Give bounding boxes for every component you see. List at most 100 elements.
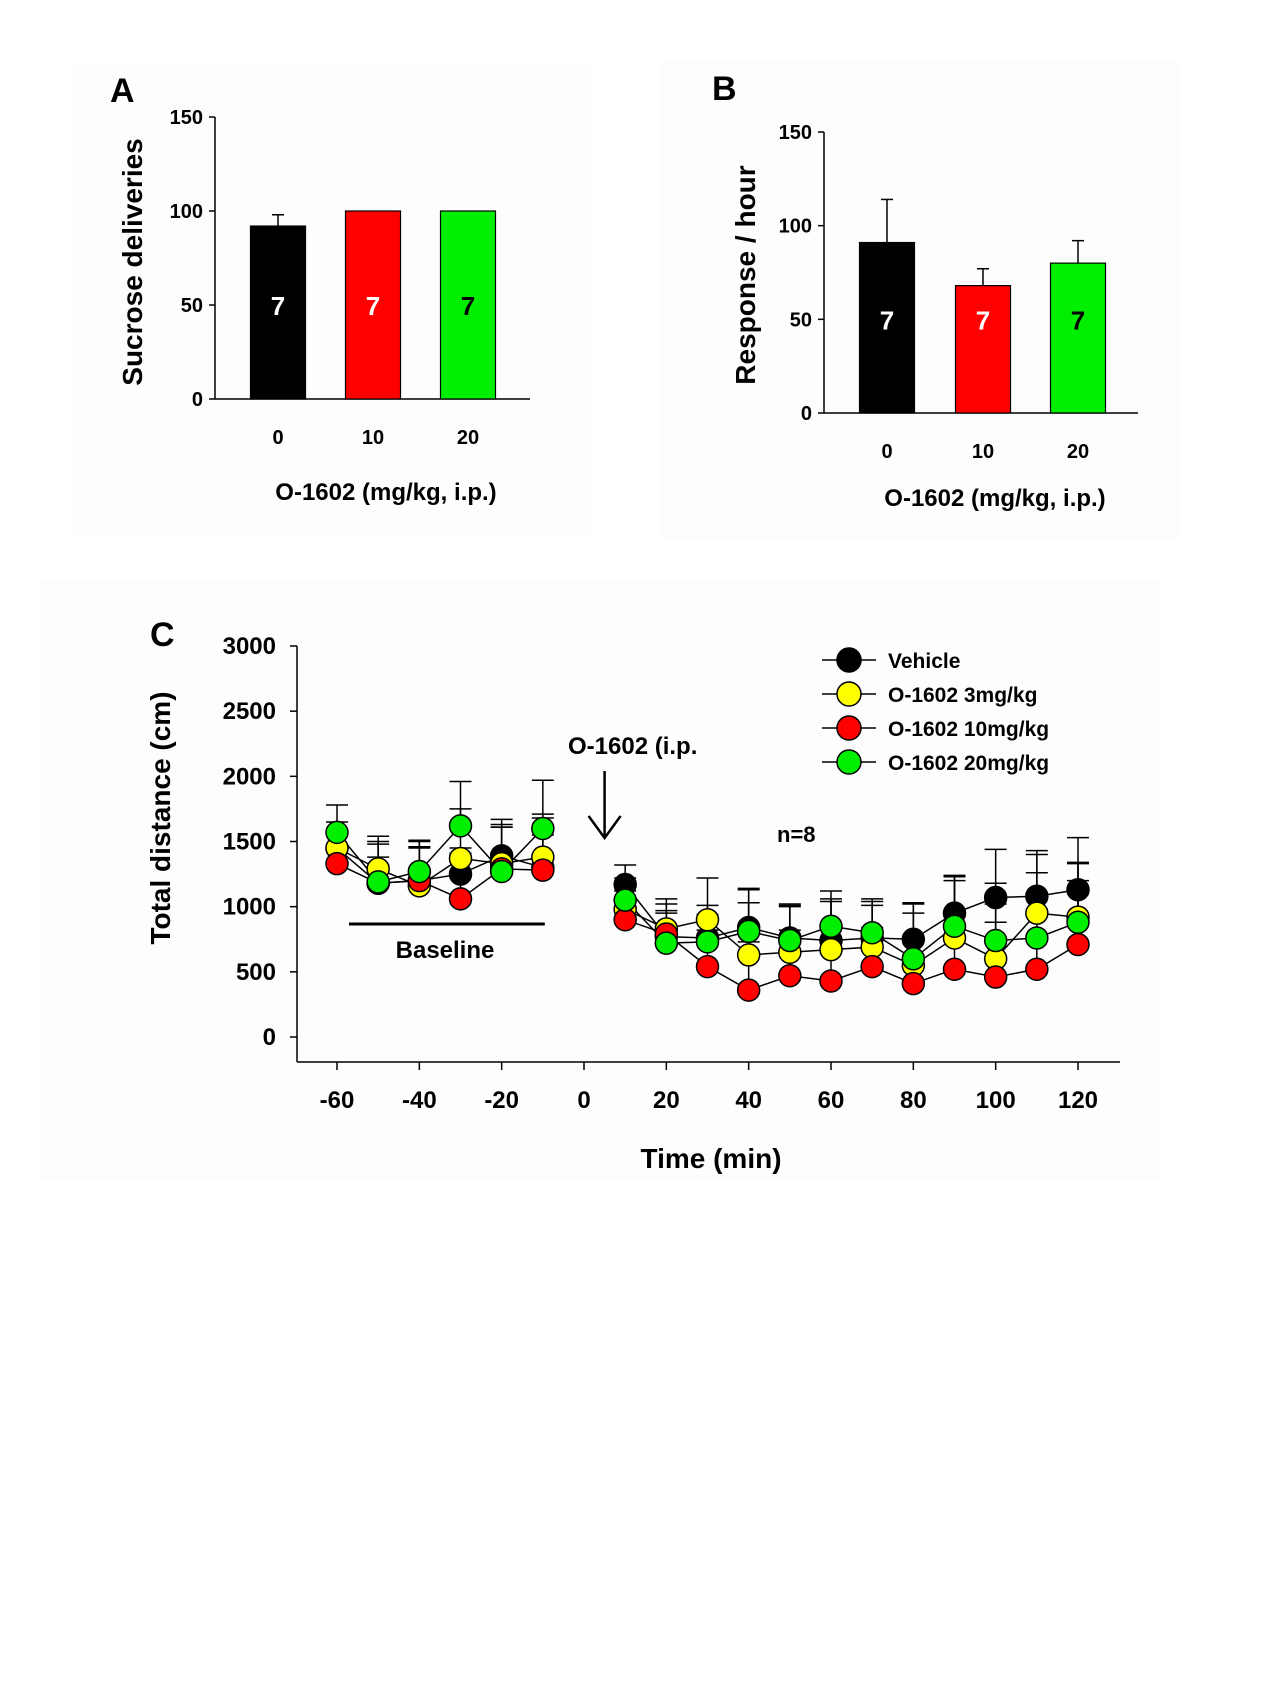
panel-a-y-tick-label: 150	[170, 107, 203, 129]
data-point	[736, 919, 761, 944]
panel-a-bar-label: 7	[271, 291, 285, 321]
panel-c-xlabel: Time (min)	[640, 1143, 781, 1174]
panel-a-x-tick-label: 0	[272, 427, 283, 449]
panel-c-x-tick-label: 60	[818, 1087, 845, 1114]
data-point	[325, 851, 349, 876]
panel-a-bar-label: 7	[461, 291, 475, 321]
panel-b-bar	[858, 241, 916, 414]
panel-label-b: B	[712, 70, 737, 108]
panel-c-x-tick-label: 40	[735, 1087, 762, 1114]
panel-b-bar	[954, 285, 1012, 414]
panel-c-y-tick-label: 0	[263, 1024, 276, 1051]
panel-b-ylabel: Response / hour	[730, 165, 761, 384]
panel-c-x-tick-label: 120	[1058, 1087, 1098, 1114]
data-point	[860, 954, 884, 979]
panel-c-legend: Vehicle O-1602 3mg/kg O-1602 10mg/kg O-1602…	[822, 647, 1049, 775]
series-line	[624, 884, 1079, 942]
data-point	[695, 954, 720, 979]
legend-label: O-1602 3mg/kg	[888, 684, 1037, 707]
panel-b-bar-label: 7	[1071, 305, 1085, 335]
panel-c-x-tick-label: 0	[577, 1087, 590, 1114]
panel-a-bar-label: 7	[366, 291, 380, 321]
panel-label-c: C	[150, 616, 175, 654]
panel-a-y-tick-label: 0	[192, 389, 203, 411]
series-line	[624, 918, 1079, 991]
data-point	[613, 907, 637, 932]
data-point	[695, 930, 720, 954]
panel-c-y-tick-label: 500	[236, 959, 276, 986]
injection-arrow-head	[587, 815, 622, 841]
baseline-annotation: Baseline	[396, 937, 495, 964]
series-line	[624, 899, 1079, 960]
panel-b-bar-label: 7	[880, 305, 894, 335]
panel-b-y-tick-label: 100	[779, 216, 812, 238]
panel-label-a: A	[110, 72, 135, 110]
panel-b-x-tick-label: 0	[881, 441, 892, 463]
data-point	[942, 914, 967, 938]
injection-annotation: O-1602 (i.p.	[568, 733, 697, 760]
data-point	[901, 971, 926, 996]
panel-a-xlabel: O-1602 (mg/kg, i.p.)	[275, 479, 496, 506]
legend-marker	[836, 681, 862, 707]
panel-c-x-tick-label: -40	[402, 1087, 437, 1114]
panel-b-y-tick-label: 150	[779, 122, 812, 144]
data-point	[1066, 877, 1090, 902]
panel-c-y-tick-label: 1000	[223, 894, 276, 921]
data-point	[654, 931, 679, 955]
data-point	[901, 947, 926, 971]
panel-b-y-tick-label: 0	[801, 403, 812, 425]
data-point	[778, 963, 802, 988]
data-point	[860, 920, 884, 945]
data-point	[983, 928, 1008, 953]
panel-b-chart: 0 50 100 150 7 0 7 10 7 20	[779, 122, 1138, 463]
panel-c-background	[40, 580, 1160, 1180]
data-point	[366, 870, 390, 894]
legend-label: O-1602 10mg/kg	[888, 718, 1049, 741]
panel-c-chart: 0 500 1000 1500 2000 2500 3000 -60 -40 -20 0 20 40 60…	[223, 633, 1120, 1114]
data-point	[736, 943, 761, 967]
panel-c-y-tick-label: 2500	[223, 698, 276, 725]
panel-b-x-tick-label: 10	[972, 441, 994, 463]
panel-c-ylabel: Total distance (cm)	[145, 691, 176, 944]
data-point	[489, 859, 514, 884]
data-point	[531, 816, 555, 841]
panel-c-y-tick-label: 3000	[223, 633, 276, 660]
data-point	[819, 969, 843, 993]
data-point	[819, 914, 843, 938]
panel-a-y-tick-label: 50	[181, 295, 203, 317]
data-point	[983, 965, 1008, 989]
data-point	[448, 846, 473, 871]
panel-c-x-tick-label: -20	[484, 1087, 519, 1114]
data-point	[942, 957, 967, 981]
panel-a-x-tick-label: 10	[362, 427, 384, 449]
data-point	[531, 858, 555, 882]
data-point	[325, 820, 349, 845]
panel-b-xlabel: O-1602 (mg/kg, i.p.)	[884, 485, 1105, 512]
panel-a-chart: 0 50 100 150 7 0 7 10 7 20	[170, 107, 530, 449]
data-point	[407, 859, 432, 884]
data-point	[1025, 957, 1049, 981]
panel-b-x-tick-label: 20	[1067, 441, 1089, 463]
data-point	[613, 888, 637, 912]
data-point	[1025, 926, 1049, 950]
panel-c-x-tick-label: 20	[653, 1087, 680, 1114]
data-point	[778, 928, 802, 953]
panel-c-x-tick-label: 80	[900, 1087, 927, 1114]
legend-label: O-1602 20mg/kg	[888, 752, 1049, 775]
panel-c-x-tick-label: 100	[976, 1087, 1016, 1114]
legend-marker	[836, 749, 862, 775]
data-point	[695, 907, 720, 932]
panel-b-bar-label: 7	[976, 305, 990, 335]
data-point	[983, 885, 1008, 910]
sample-size-annotation: n=8	[777, 822, 816, 847]
data-point	[901, 927, 926, 951]
data-point	[1066, 932, 1090, 957]
panel-b-bar	[1049, 262, 1107, 414]
panel-a-x-tick-label: 20	[457, 427, 479, 449]
panel-a-bar	[344, 210, 402, 400]
data-point	[819, 937, 843, 962]
panel-c-x-tick-label: -60	[320, 1087, 355, 1114]
panel-a-bar	[249, 225, 307, 400]
panel-c-y-tick-label: 2000	[223, 763, 276, 790]
